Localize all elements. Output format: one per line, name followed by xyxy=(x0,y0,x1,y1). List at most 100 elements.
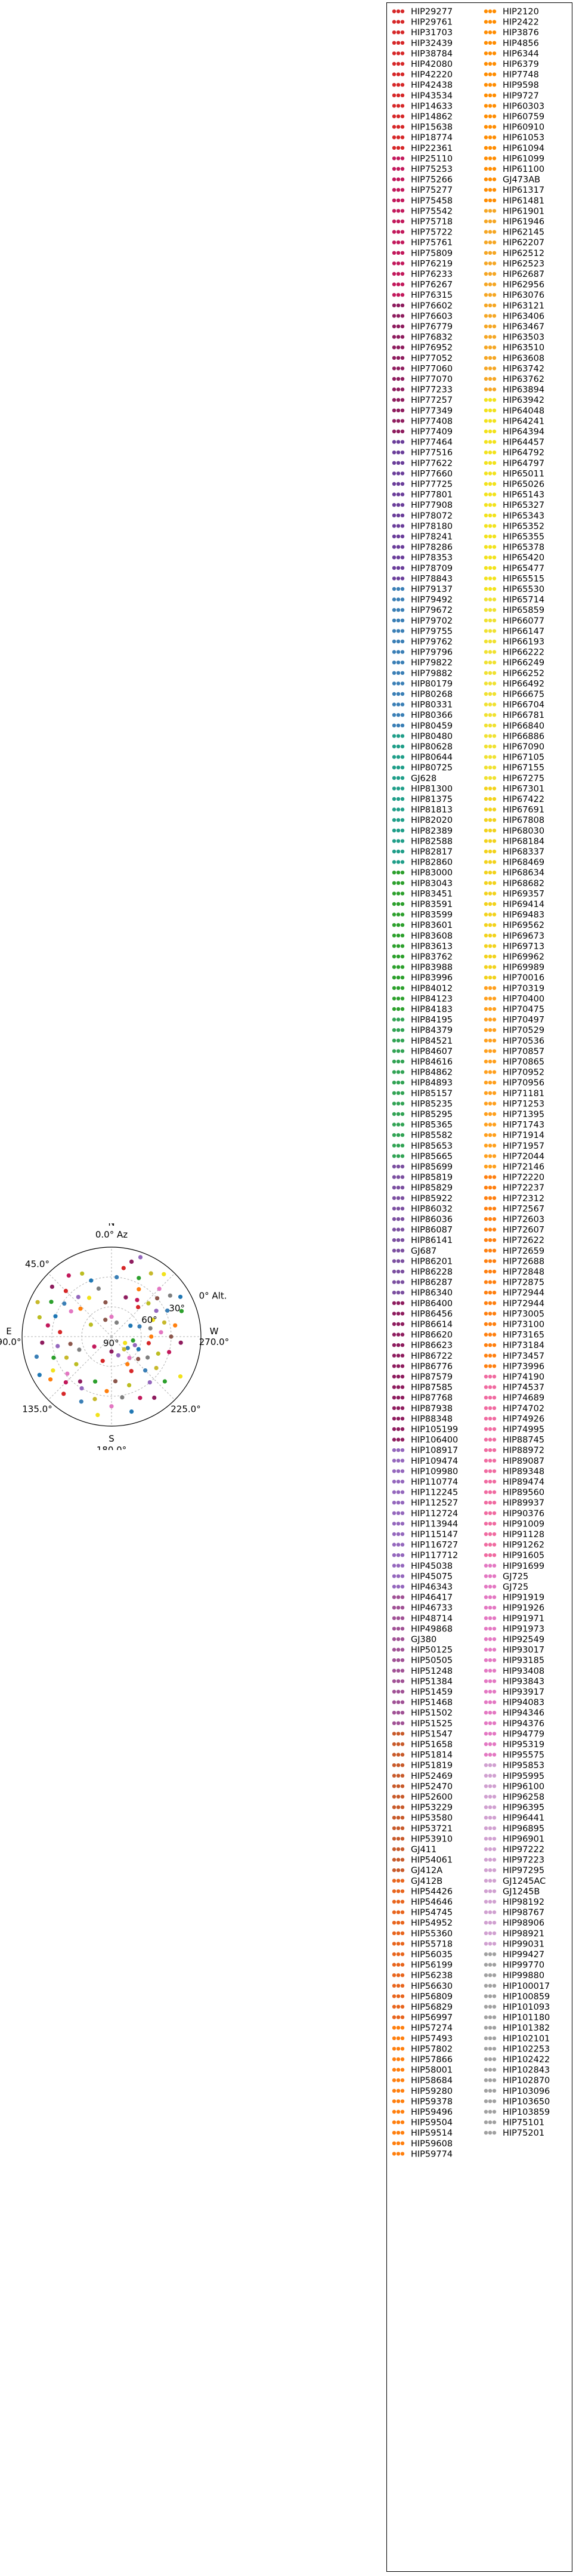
legend-marker xyxy=(484,261,488,266)
legend-marker xyxy=(392,513,397,517)
legend-marker xyxy=(484,1921,488,1925)
legend-entry-label: HIP98906 xyxy=(503,1918,544,1928)
legend-marker xyxy=(484,1522,488,1526)
legend-marker xyxy=(488,608,493,612)
legend-marker xyxy=(488,587,493,591)
legend-marker xyxy=(396,797,401,801)
legend-marker xyxy=(492,2120,497,2124)
legend-marker xyxy=(400,1627,405,1631)
legend-marker xyxy=(492,20,497,24)
legend-marker xyxy=(484,1154,488,1158)
star-point xyxy=(132,1343,137,1347)
legend-marker xyxy=(392,661,397,665)
legend-marker xyxy=(488,1711,493,1715)
legend-marker xyxy=(392,1343,397,1347)
legend-entry-label: HIP65343 xyxy=(503,511,544,521)
legend-marker xyxy=(396,2131,401,2135)
legend-marker xyxy=(488,1574,493,1578)
legend-entry-label: HIP85829 xyxy=(411,1183,453,1193)
legend-marker xyxy=(492,786,497,791)
star-point xyxy=(49,1284,54,1289)
legend-entry-label: HIP56630 xyxy=(411,1982,453,1991)
legend-marker xyxy=(484,839,488,843)
legend-marker xyxy=(492,944,497,948)
legend-marker xyxy=(484,1385,488,1389)
legend-marker xyxy=(392,1437,397,1442)
legend-marker xyxy=(392,1711,397,1715)
legend-marker xyxy=(392,1563,397,1568)
legend-marker xyxy=(484,1910,488,1914)
legend-entry-label: HIP67691 xyxy=(503,806,544,815)
legend-marker xyxy=(488,1248,493,1252)
legend-marker xyxy=(392,1038,397,1043)
legend-marker xyxy=(396,1773,401,1778)
legend-marker xyxy=(484,1312,488,1316)
legend-entry-label: HIP85365 xyxy=(411,1121,453,1130)
legend-marker xyxy=(400,1469,405,1473)
legend-marker xyxy=(492,482,497,486)
star-point xyxy=(173,1323,178,1328)
legend-marker xyxy=(392,1837,397,1841)
legend-marker xyxy=(400,166,405,171)
legend-marker xyxy=(488,797,493,801)
legend-marker xyxy=(488,671,493,675)
legend-entry-label: HIP75266 xyxy=(411,175,453,185)
legend-marker xyxy=(392,629,397,633)
legend-marker xyxy=(488,1175,493,1179)
legend-marker xyxy=(484,744,488,749)
legend-entry-label: GJ1245AC xyxy=(503,1877,546,1886)
legend-marker xyxy=(484,618,488,623)
legend-marker xyxy=(396,30,401,35)
legend-marker xyxy=(488,503,493,507)
legend-marker xyxy=(396,1931,401,1935)
legend-marker xyxy=(484,440,488,444)
star-point xyxy=(146,1341,151,1346)
legend-entry-label: HIP110774 xyxy=(411,1477,458,1487)
legend-entry-label: HIP46733 xyxy=(411,1603,453,1613)
legend-entry-label: HIP71743 xyxy=(503,1121,544,1130)
legend-marker xyxy=(488,451,493,455)
legend-marker xyxy=(400,1501,405,1505)
legend-marker xyxy=(396,828,401,833)
legend-entry-label: HIP70952 xyxy=(503,1068,544,1078)
legend-marker xyxy=(484,1763,488,1767)
legend-marker xyxy=(396,1542,401,1547)
legend-entry-label: HIP85819 xyxy=(411,1173,453,1183)
legend-marker xyxy=(400,482,405,486)
star-point xyxy=(128,1324,133,1328)
legend-marker xyxy=(400,366,405,371)
legend-marker xyxy=(396,1910,401,1914)
legend-marker xyxy=(492,1207,497,1211)
legend-marker xyxy=(492,1794,497,1799)
legend-marker xyxy=(396,1353,401,1358)
legend-marker xyxy=(488,713,493,717)
legend-marker xyxy=(400,1007,405,1011)
star-point xyxy=(69,1309,73,1314)
legend-marker xyxy=(400,587,405,591)
legend-entry-label: HIP67808 xyxy=(503,816,544,825)
legend-marker xyxy=(396,1038,401,1043)
legend-marker xyxy=(484,125,488,129)
legend-marker xyxy=(488,1343,493,1347)
star-point xyxy=(136,1356,141,1362)
legend-entry-label: HIP71253 xyxy=(503,1099,544,1109)
legend-marker xyxy=(492,345,497,350)
legend-marker xyxy=(488,1070,493,1074)
legend-marker xyxy=(492,293,497,297)
legend-entry-label: HIP58684 xyxy=(411,2076,453,2086)
legend-entry-label: HIP66249 xyxy=(503,658,544,668)
legend-marker xyxy=(396,576,401,581)
legend-entry-label: HIP83451 xyxy=(411,889,453,899)
legend-marker xyxy=(392,1385,397,1389)
legend-marker xyxy=(396,345,401,350)
legend-entry-label: HIP59496 xyxy=(411,2108,453,2117)
legend-marker xyxy=(484,219,488,224)
legend-marker xyxy=(484,1826,488,1830)
legend-marker xyxy=(492,61,497,66)
azimuth-spoke xyxy=(48,1336,112,1400)
legend-marker xyxy=(400,1847,405,1852)
legend-marker xyxy=(484,1847,488,1852)
legend-marker xyxy=(488,2015,493,2019)
star-point xyxy=(150,1318,156,1322)
legend-marker xyxy=(400,261,405,266)
